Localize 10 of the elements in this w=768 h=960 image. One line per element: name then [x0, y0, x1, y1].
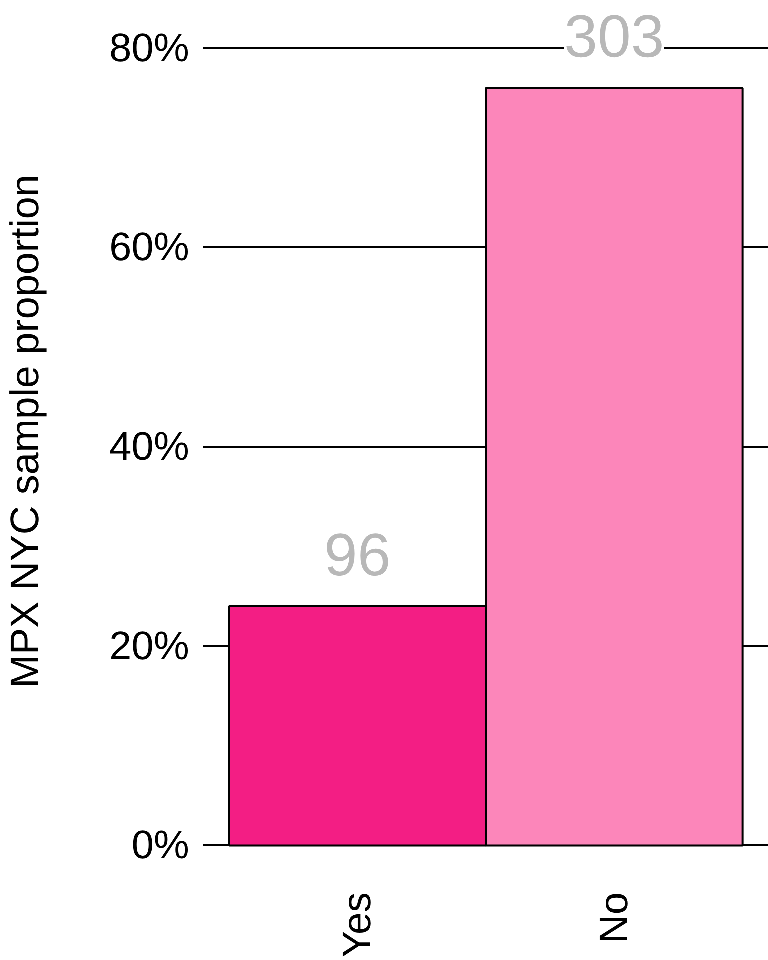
- annotation: 303: [564, 3, 664, 70]
- x-tick-label: No: [592, 892, 636, 944]
- y-tick-label: 60%: [109, 226, 190, 270]
- y-tick-label: 20%: [109, 624, 190, 668]
- annotation: 96: [324, 522, 391, 589]
- y-axis-title: MPX NYC sample proportion: [3, 174, 48, 688]
- y-tick-label: 0%: [132, 824, 190, 868]
- y-tick-label: 40%: [109, 425, 190, 470]
- x-tick-label: Yes: [336, 892, 380, 958]
- y-tick-label: 80%: [109, 26, 190, 70]
